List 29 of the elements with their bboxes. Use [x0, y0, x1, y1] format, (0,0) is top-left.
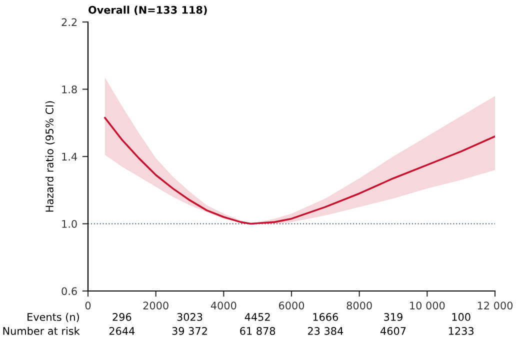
text: 23 384: [308, 327, 344, 335]
x-tick-label: 8000: [346, 302, 372, 310]
x-tick-label: 10 000: [410, 302, 445, 310]
x-tick-label: 12 000: [478, 302, 513, 310]
x-tick-label: 2000: [143, 302, 168, 310]
line-series: [104, 116, 495, 225]
text: 319: [384, 313, 402, 321]
text: 39 372: [172, 327, 207, 335]
y-tick-label: 1.8: [62, 85, 77, 94]
text: 61 878: [240, 327, 276, 335]
text: 4452: [244, 313, 270, 321]
text: 1666: [313, 313, 338, 321]
y-axis-title: Hazard ratio (95% CI): [45, 101, 55, 212]
x-tick-label: 4000: [210, 302, 236, 310]
x-tick-label: 0: [85, 302, 91, 310]
text: 1233: [448, 327, 474, 335]
y-tick-label: 2.2: [62, 18, 77, 26]
y-tick-label: 0.6: [62, 287, 77, 296]
y-tick-label: 1.4: [62, 152, 77, 160]
y-tick-label: 1.0: [62, 220, 77, 228]
text: Events (n): [28, 312, 79, 322]
text: Number at risk: [3, 326, 80, 335]
x-tick-label: 6000: [278, 302, 304, 310]
text: 2644: [109, 327, 135, 335]
text: 3023: [177, 313, 202, 321]
chart-title: Overall (N=133 118): [88, 6, 207, 16]
text: 4607: [380, 327, 406, 335]
text: 100: [452, 313, 470, 321]
text: 296: [112, 313, 132, 321]
